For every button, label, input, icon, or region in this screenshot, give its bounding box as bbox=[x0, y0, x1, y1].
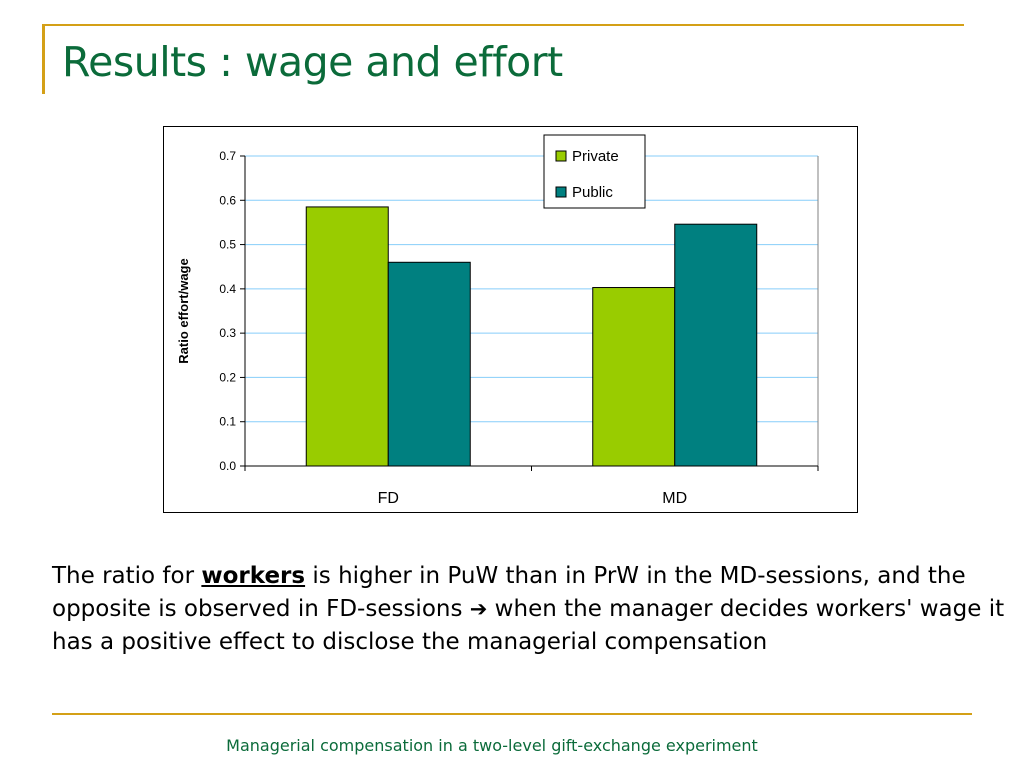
y-tick-label: 0.4 bbox=[219, 282, 236, 296]
legend-swatch-private bbox=[555, 150, 567, 162]
body-text-mid: is higher in PuW than in PrW in the MD-s… bbox=[52, 563, 966, 622]
bar-public-fd bbox=[387, 261, 471, 467]
y-tick-label: 0.3 bbox=[219, 326, 236, 340]
y-tick-label: 0.7 bbox=[219, 149, 236, 163]
footer-caption: Managerial compensation in a two-level g… bbox=[226, 736, 758, 755]
y-tick-label: 0.5 bbox=[219, 238, 236, 252]
y-tick-label: 0.6 bbox=[219, 193, 236, 207]
title-rule-left bbox=[42, 24, 45, 94]
slide-title: Results : wage and effort bbox=[62, 38, 563, 86]
y-axis-title: Ratio effort/wage bbox=[176, 258, 191, 363]
body-paragraph: The ratio for workers is higher in PuW t… bbox=[52, 560, 1017, 659]
x-tick-label: MD bbox=[662, 490, 687, 507]
bar-private-fd bbox=[305, 206, 389, 467]
bar-private-md bbox=[592, 287, 676, 467]
bar-public-md bbox=[674, 223, 758, 467]
body-text-after: when the manager decides workers' wage i… bbox=[52, 596, 1005, 655]
y-tick-label: 0.2 bbox=[219, 370, 236, 384]
y-tick-label: 0.1 bbox=[219, 415, 236, 429]
body-emphasis-workers: workers bbox=[201, 563, 306, 589]
footer-rule bbox=[52, 713, 972, 715]
y-tick-label: 0.0 bbox=[219, 459, 236, 473]
x-tick-label: FD bbox=[378, 490, 399, 507]
right-arrow-icon: ➔ bbox=[469, 597, 488, 621]
legend-label-private: Private bbox=[572, 148, 619, 165]
body-text-before: The ratio for bbox=[52, 563, 202, 589]
bar-chart: 0.0 0.1 0.2 0.3 0.4 0.5 0.6 0.7 FD MD Ratio effort… bbox=[176, 134, 819, 507]
title-rule-top bbox=[42, 24, 964, 26]
legend-label-public: Public bbox=[572, 184, 613, 201]
legend-swatch-public bbox=[555, 186, 567, 198]
